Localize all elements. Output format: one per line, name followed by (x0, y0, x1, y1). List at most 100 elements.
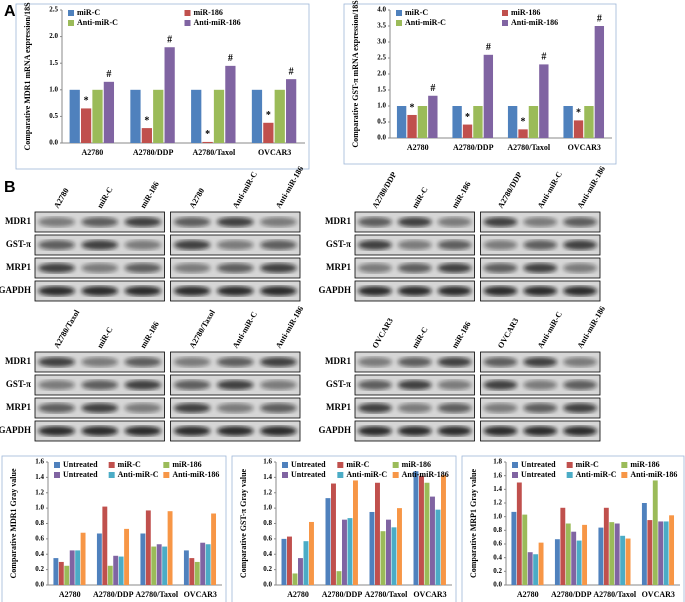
legend-swatch (566, 462, 573, 468)
legend-label: miR-186 (194, 8, 223, 17)
band (259, 286, 297, 296)
lane-label: Anti-miR-C (536, 310, 564, 350)
bar (64, 565, 70, 585)
y-tick-label: 0.0 (263, 581, 272, 589)
y-tick-label: 1.0 (49, 85, 58, 93)
y-axis-label: Comparative MDR1 mRNA expression/18S (23, 2, 32, 151)
x-tick-label: OVCAR3 (258, 148, 291, 157)
band (483, 403, 518, 413)
band (483, 357, 518, 367)
legend-label: miR-C (576, 460, 599, 469)
band (38, 263, 76, 273)
y-tick-label: 0.8 (493, 526, 502, 534)
band (173, 217, 211, 227)
legend-label: Anti-miR-186 (194, 18, 241, 27)
band (483, 380, 518, 390)
y-axis-label: Comparative GST-π mRNA expression/18S (351, 0, 360, 148)
band (124, 357, 162, 367)
band (397, 403, 432, 413)
annotation: * (521, 117, 526, 128)
band (483, 217, 518, 227)
bar (669, 515, 675, 585)
bar (647, 520, 653, 585)
bar (538, 542, 544, 585)
band (216, 426, 254, 436)
bar (598, 527, 604, 585)
bar (527, 552, 533, 585)
legend-swatch (502, 10, 508, 16)
band (563, 217, 598, 227)
band (397, 380, 432, 390)
protein-label: GAPDH (319, 425, 352, 435)
chart-frame (461, 455, 685, 602)
x-tick-label: A2780/DDP (93, 590, 134, 599)
legend-label: Untreated (63, 460, 98, 469)
bar (274, 89, 285, 143)
bar (140, 533, 146, 585)
legend-swatch (621, 472, 628, 478)
legend-swatch (184, 10, 191, 16)
bar (563, 106, 573, 138)
bar (331, 483, 336, 585)
bar (92, 89, 103, 143)
bar (200, 542, 206, 585)
y-tick-label: 0.4 (35, 550, 44, 558)
bar (584, 106, 594, 138)
lane-label: miR-C (410, 325, 429, 350)
band (357, 240, 392, 250)
y-tick-label: 0.0 (493, 581, 502, 589)
band (173, 240, 211, 250)
lane-label: Anti-miR-C (536, 170, 564, 210)
bar (141, 128, 152, 143)
y-tick-label: 1.5 (377, 86, 386, 94)
lane-label: Anti-miR-C (231, 170, 259, 210)
band (216, 263, 254, 273)
legend-swatch (396, 10, 402, 16)
annotation: * (144, 115, 149, 126)
annotation: # (228, 53, 233, 64)
legend-label: Untreated (521, 470, 556, 479)
bar (396, 106, 407, 138)
annotation: # (430, 83, 435, 94)
band (259, 380, 297, 390)
bar (53, 558, 59, 585)
protein-label: MDR1 (325, 216, 351, 226)
bar (522, 514, 528, 585)
y-tick-label: 1.6 (263, 458, 272, 466)
bar (225, 65, 236, 143)
annotation: * (465, 112, 470, 123)
y-tick-label: 1.2 (35, 488, 44, 496)
bar (554, 539, 560, 585)
bar (576, 540, 582, 585)
bar (652, 480, 658, 585)
annotation: # (167, 35, 172, 46)
protein-label: MRP1 (6, 262, 31, 272)
lane-label: Anti-miR-C (231, 310, 259, 350)
band (38, 426, 76, 436)
legend-label: miR-186 (630, 460, 659, 469)
x-tick-label: A2780 (81, 148, 103, 157)
legend-label: Anti-miR-186 (511, 18, 558, 27)
annotation: # (486, 42, 491, 53)
legend-swatch (108, 462, 115, 468)
annotation: # (289, 66, 294, 77)
band (81, 217, 119, 227)
legend-swatch (108, 472, 115, 478)
bar (183, 550, 189, 585)
bar (336, 571, 342, 585)
bar (507, 106, 518, 138)
y-axis-label: Comparative MRP1 Gray value (469, 469, 478, 579)
bar (582, 524, 588, 585)
x-tick-label: A2780/DDP (322, 590, 363, 599)
bar (571, 531, 577, 585)
bar (151, 546, 157, 585)
legend-swatch (163, 472, 170, 478)
legend-swatch (512, 462, 518, 468)
y-tick-label: 1.6 (493, 471, 502, 479)
band (357, 217, 392, 227)
legend-swatch (163, 462, 170, 468)
legend-swatch (512, 472, 518, 478)
bar (298, 558, 303, 585)
band (397, 286, 432, 296)
lane-label: A2780 (188, 187, 207, 210)
